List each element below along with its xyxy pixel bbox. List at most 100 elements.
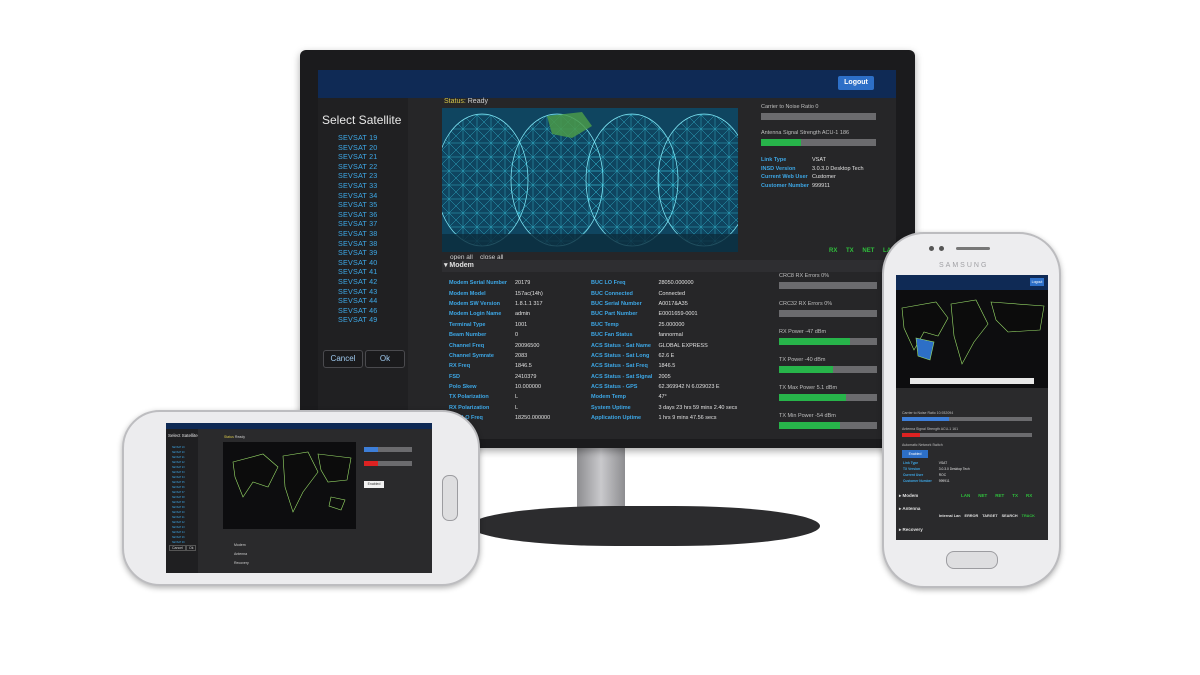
- phone-satellite-item[interactable]: SEVSAT 33: [172, 471, 185, 474]
- pp-info-table: Link Type VSAT TX Version 3.0.3.0 Desktop …: [902, 460, 971, 484]
- satellite-item[interactable]: SEVSAT 39: [338, 248, 378, 258]
- satellite-item[interactable]: SEVSAT 42: [338, 276, 378, 286]
- map-links: open all close all: [450, 254, 504, 261]
- satellite-item[interactable]: SEVSAT 38: [338, 228, 378, 238]
- phone-satellite-item[interactable]: SEVSAT 23: [172, 466, 185, 469]
- satellite-item[interactable]: SEVSAT 22: [338, 161, 378, 171]
- phone-cancel-button[interactable]: Cancel: [169, 545, 186, 551]
- satellite-item[interactable]: SEVSAT 21: [338, 152, 378, 162]
- modem-value: 157ac(14h): [515, 290, 543, 297]
- pp-modem-tab[interactable]: NET: [978, 493, 988, 498]
- phone-satellite-item[interactable]: SEVSAT 34: [172, 476, 185, 479]
- coverage-map[interactable]: [442, 108, 738, 252]
- satellite-item[interactable]: SEVSAT 40: [338, 257, 378, 267]
- phone-satellite-item[interactable]: SEVSAT 42: [172, 521, 185, 524]
- tab-rx[interactable]: RX: [829, 248, 838, 254]
- pp-modem-tab[interactable]: RET: [995, 493, 1005, 498]
- tab-net[interactable]: NET: [862, 248, 875, 254]
- phone-status-value: Ready: [234, 435, 246, 439]
- pp-recovery-row[interactable]: ▸ Recovery: [899, 527, 923, 532]
- home-button[interactable]: [442, 475, 458, 521]
- data-tabs: RX TX NET LAN: [822, 248, 895, 254]
- phone-antenna-row[interactable]: Antenna: [234, 552, 248, 556]
- satellite-item[interactable]: SEVSAT 36: [338, 209, 378, 219]
- modem-value: 1846.5: [515, 363, 532, 370]
- close-all-link[interactable]: close all: [480, 254, 504, 261]
- modem-bar-label: TX Min Power -54 dBm: [779, 413, 836, 419]
- pp-antenna-tab[interactable]: TARGET: [982, 514, 998, 518]
- pp-modem-tab[interactable]: TX: [1012, 493, 1019, 498]
- portrait-phone: SAMSUNG Logout Carrier to Noise Ratio 10…: [882, 232, 1061, 588]
- satellite-item[interactable]: SEVSAT 46: [338, 305, 378, 315]
- pp-enabled-button[interactable]: Enabled: [902, 450, 928, 458]
- phone-satellite-item[interactable]: SEVSAT 38: [172, 501, 185, 504]
- pp-modem-tab[interactable]: LAN: [961, 493, 971, 498]
- modem-key: BUC Serial Number: [591, 300, 642, 307]
- phone-satellite-item[interactable]: SEVSAT 36: [172, 486, 185, 489]
- camera-icon: [929, 246, 934, 251]
- pp-antenna-tab[interactable]: Internal Lan: [939, 514, 961, 518]
- ok-button[interactable]: Ok: [365, 350, 405, 368]
- pp-antenna-row[interactable]: ▸ Antenna: [899, 506, 921, 511]
- modem-value: GLOBAL EXPRESS: [658, 342, 708, 349]
- tab-tx[interactable]: TX: [846, 248, 854, 254]
- satellite-item[interactable]: SEVSAT 19: [338, 133, 378, 142]
- pp-logout-button[interactable]: Logout: [1030, 278, 1044, 286]
- open-all-link[interactable]: open all: [450, 254, 473, 261]
- phone-satellite-item[interactable]: SEVSAT 37: [172, 491, 185, 494]
- phone-satellite-item[interactable]: SEVSAT 35: [172, 481, 185, 484]
- phone-satellite-item[interactable]: SEVSAT 41: [172, 516, 185, 519]
- satellite-item[interactable]: SEVSAT 44: [338, 296, 378, 306]
- phone-satellite-item[interactable]: SEVSAT 49: [172, 541, 185, 544]
- satellite-item[interactable]: SEVSAT 37: [338, 219, 378, 229]
- status-value: Ready: [467, 98, 488, 105]
- logout-button[interactable]: Logout: [838, 76, 874, 90]
- phone-recovery-row[interactable]: Recovery: [234, 561, 249, 565]
- pp-world-map[interactable]: [896, 290, 1048, 388]
- modem-key: RX Freq: [449, 363, 471, 370]
- pp-antenna-tab[interactable]: SEARCH: [1001, 514, 1018, 518]
- phone-status-label: Status: [224, 435, 234, 439]
- info-value: Customer: [811, 174, 836, 181]
- pp-modem-tab[interactable]: RX: [1026, 493, 1033, 498]
- phone-satellite-item[interactable]: SEVSAT 21: [172, 456, 185, 459]
- phone-world-map[interactable]: [223, 442, 356, 529]
- phone-satellite-item[interactable]: SEVSAT 22: [172, 461, 185, 464]
- modem-value: 25.000000: [658, 321, 685, 328]
- phone-enabled-button[interactable]: Enabled: [364, 481, 384, 488]
- phone-ok-button[interactable]: Ok: [186, 545, 197, 551]
- pp-antenna-tab[interactable]: TRACK: [1021, 514, 1035, 518]
- phone-satellite-item[interactable]: SEVSAT 39: [172, 506, 185, 509]
- phone-satellite-item[interactable]: SEVSAT 20: [172, 451, 185, 454]
- satellite-item[interactable]: SEVSAT 49: [338, 315, 378, 325]
- cancel-button[interactable]: Cancel: [323, 350, 363, 368]
- modem-section-header[interactable]: ▾ Modem: [442, 260, 896, 272]
- phone-satellite-item[interactable]: SEVSAT 43: [172, 526, 185, 529]
- modem-row: Channel Symrate 2083 ACS Status - Sat Long…: [449, 351, 743, 361]
- satellite-item[interactable]: SEVSAT 33: [338, 180, 378, 190]
- satellite-item[interactable]: SEVSAT 38: [338, 238, 378, 248]
- collapse-icon: ▾: [442, 262, 450, 269]
- pp-home-button[interactable]: [946, 551, 998, 569]
- satellite-item[interactable]: SEVSAT 23: [338, 171, 378, 181]
- phone-satellite-item[interactable]: SEVSAT 44: [172, 531, 185, 534]
- phone-satellite-item[interactable]: SEVSAT 19: [172, 446, 185, 449]
- modem-value: 20179: [515, 280, 531, 287]
- modem-value: 62.6 E: [658, 352, 675, 359]
- satellite-item[interactable]: SEVSAT 41: [338, 267, 378, 277]
- phone-satellite-item[interactable]: SEVSAT 46: [172, 536, 185, 539]
- pp-modem-row[interactable]: ▸ Modem LAN NET RET TX RX: [899, 493, 1045, 499]
- modem-row: Modem Model 157ac(14h) BUC Connected Connec…: [449, 288, 743, 298]
- modem-value: Connected: [658, 290, 686, 297]
- satellite-item[interactable]: SEVSAT 20: [338, 142, 378, 152]
- satellite-item[interactable]: SEVSAT 35: [338, 200, 378, 210]
- pp-antenna-tab[interactable]: ERROR: [964, 514, 979, 518]
- satellite-item[interactable]: SEVSAT 34: [338, 190, 378, 200]
- phone-satellite-item[interactable]: SEVSAT 40: [172, 511, 185, 514]
- pp-antenna-label: Antenna Signal Strength ACU-1 161: [902, 427, 959, 431]
- phone-modem-row[interactable]: Modem: [234, 543, 246, 547]
- bar-fill: [779, 394, 846, 401]
- phone-satellite-item[interactable]: SEVSAT 38: [172, 496, 185, 499]
- satellite-item[interactable]: SEVSAT 43: [338, 286, 378, 296]
- pp-top-bar: Logout: [896, 275, 1048, 290]
